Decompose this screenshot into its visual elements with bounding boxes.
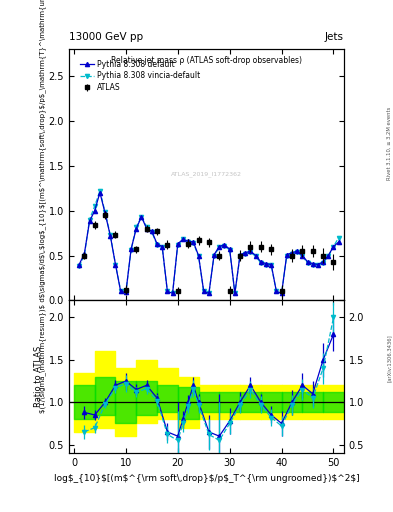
Pythia 8.308 vincia-default <box>331 243 336 249</box>
Pythia 8.308 vincia-default <box>165 288 170 294</box>
Pythia 8.308 vincia-default <box>97 188 102 194</box>
Text: Relative jet mass ρ (ATLAS soft-drop observables): Relative jet mass ρ (ATLAS soft-drop obs… <box>111 56 302 65</box>
Line: Pythia 8.308 default: Pythia 8.308 default <box>77 190 341 295</box>
Text: ATLAS_2019_I1772362: ATLAS_2019_I1772362 <box>171 172 242 177</box>
Pythia 8.308 default <box>170 290 175 296</box>
Pythia 8.308 vincia-default <box>139 214 144 220</box>
Text: Rivet 3.1.10, ≥ 3.2M events: Rivet 3.1.10, ≥ 3.2M events <box>387 106 392 180</box>
Legend: Pythia 8.308 default, Pythia 8.308 vincia-default, ATLAS: Pythia 8.308 default, Pythia 8.308 vinci… <box>78 57 203 94</box>
X-axis label: log$_{10}$[(m$^{\rm soft\,drop}$/p$_T^{\rm ungroomed})$^2$]: log$_{10}$[(m$^{\rm soft\,drop}$/p$_T^{\… <box>53 474 359 482</box>
Pythia 8.308 default <box>259 259 263 265</box>
Pythia 8.308 vincia-default <box>160 244 165 250</box>
Pythia 8.308 default <box>274 288 279 294</box>
Y-axis label: Ratio to ATLAS: Ratio to ATLAS <box>34 346 43 408</box>
Pythia 8.308 vincia-default <box>274 288 279 294</box>
Pythia 8.308 default <box>336 239 341 245</box>
Pythia 8.308 default <box>331 243 336 249</box>
Line: Pythia 8.308 vincia-default: Pythia 8.308 vincia-default <box>77 188 341 295</box>
Pythia 8.308 default <box>139 214 144 220</box>
Y-axis label: $(1/\sigma_\mathrm{resum})$ d$\sigma$/d$\,$log$_{10}$[(m$^\mathrm{soft\,drop}$/p: $(1/\sigma_\mathrm{resum})$ d$\sigma$/d$… <box>39 0 46 413</box>
Text: 13000 GeV pp: 13000 GeV pp <box>69 32 143 42</box>
Pythia 8.308 vincia-default <box>259 260 263 266</box>
Pythia 8.308 default <box>165 288 170 294</box>
Pythia 8.308 default <box>77 262 81 268</box>
Text: [arXiv:1306.3436]: [arXiv:1306.3436] <box>387 334 392 382</box>
Pythia 8.308 vincia-default <box>336 234 341 241</box>
Text: Jets: Jets <box>325 32 344 42</box>
Pythia 8.308 default <box>97 189 102 196</box>
Pythia 8.308 vincia-default <box>170 290 175 296</box>
Pythia 8.308 vincia-default <box>77 263 81 269</box>
Pythia 8.308 default <box>160 243 165 249</box>
